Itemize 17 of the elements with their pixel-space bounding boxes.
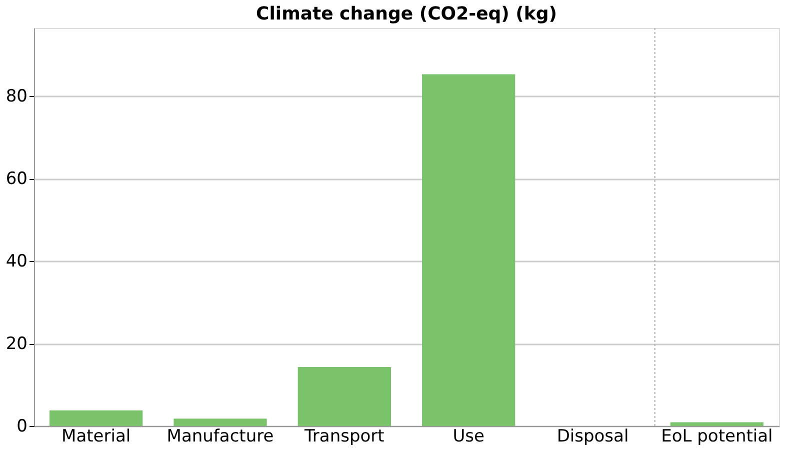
x-tick-label: Material [62,426,131,446]
bar [298,367,391,426]
x-tick-label: Transport [304,426,385,446]
y-tick-label: 40 [6,252,28,272]
x-tick-label: Disposal [556,426,629,446]
y-tick-label: 0 [16,416,28,436]
bar [174,418,267,426]
y-tick-label: 60 [6,169,28,190]
bar [50,410,143,426]
y-tick-label: 80 [6,86,28,107]
x-tick-label: Manufacture [166,426,274,446]
x-tick-label: EoL potential [661,426,773,446]
chart-title: Climate change (CO2-eq) (kg) [256,4,557,24]
y-tick-label: 20 [6,334,28,354]
bar [422,74,516,426]
x-tick-label: Use [452,426,484,446]
bar [670,422,764,426]
